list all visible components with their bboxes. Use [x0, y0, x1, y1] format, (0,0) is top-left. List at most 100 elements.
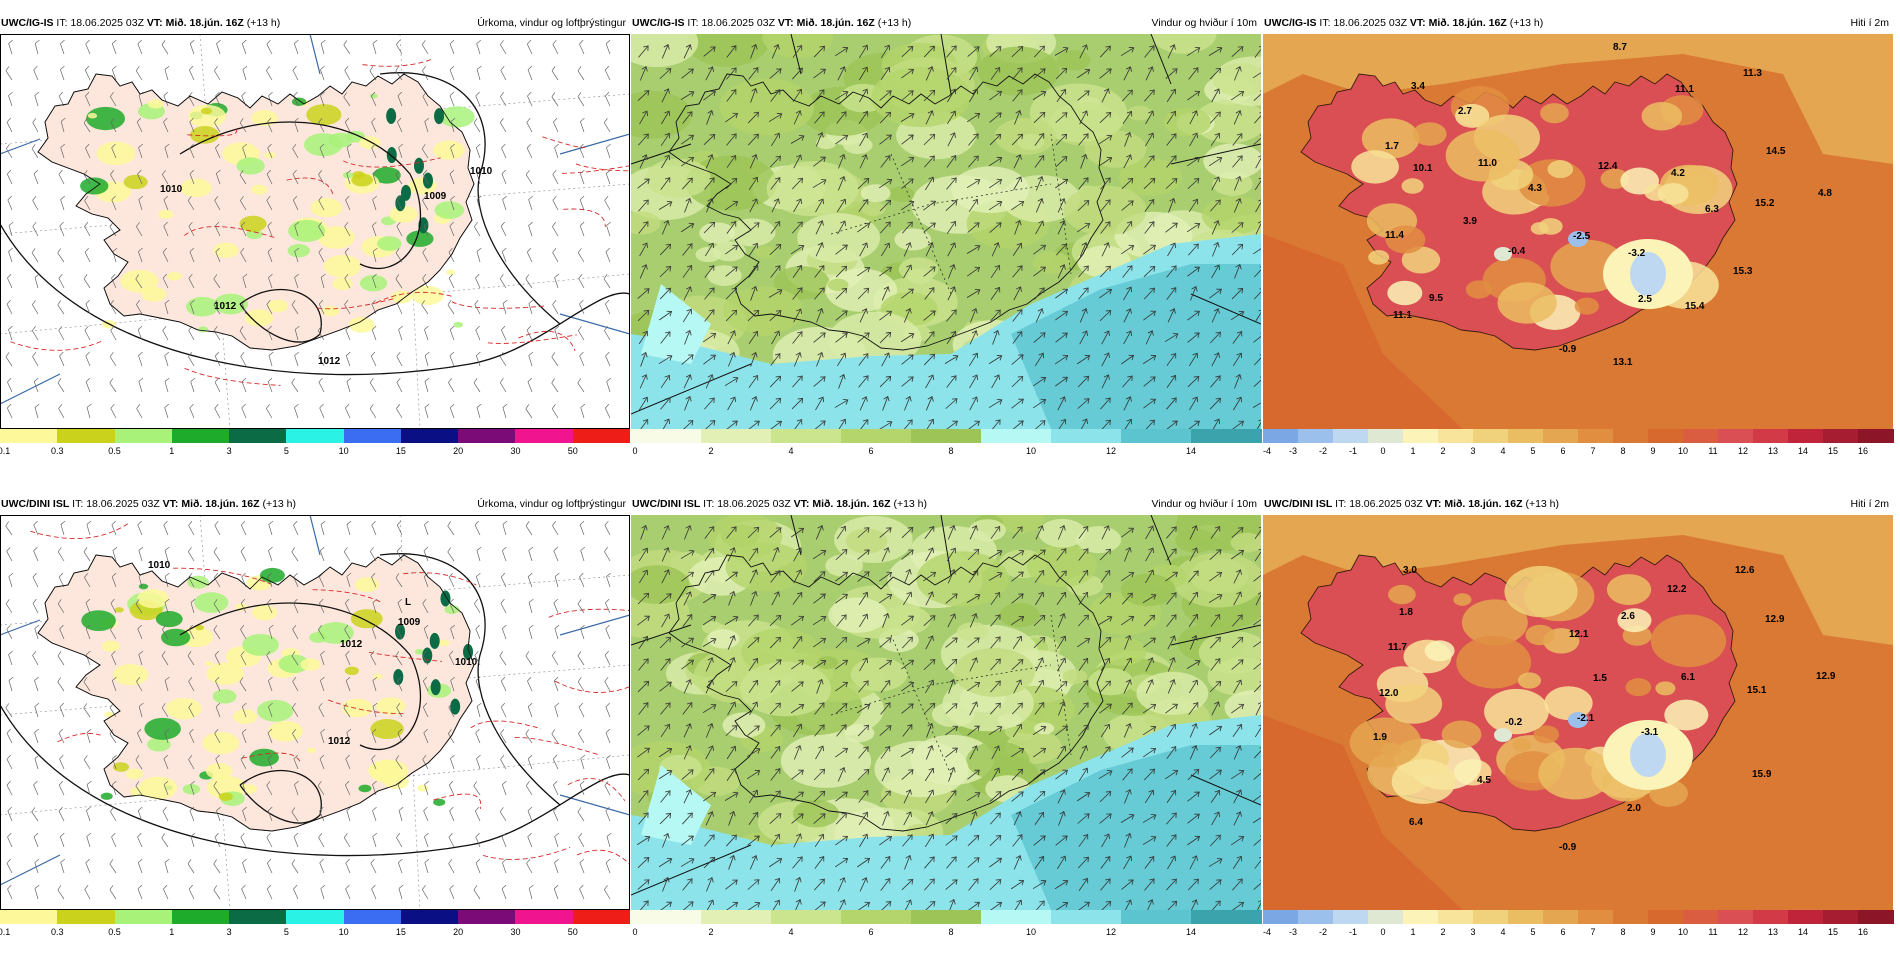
wind-arrow: [1034, 702, 1045, 715]
wind-arrow: [660, 177, 671, 190]
wind-barb: [605, 39, 611, 55]
wind-barb: [85, 39, 91, 55]
wind-arrow: [1079, 44, 1088, 59]
precip-area: [291, 97, 307, 107]
wind-arrow: [881, 547, 890, 562]
wind-arrow: [1099, 68, 1112, 79]
colorbar-swatch: [1788, 910, 1824, 924]
wind-arrow: [705, 66, 714, 81]
wind-arrow: [901, 68, 915, 79]
wind-arrow: [1055, 681, 1068, 693]
wind-barb: [371, 884, 377, 900]
wind-arrow: [1211, 264, 1220, 279]
wind-barb: [450, 624, 455, 640]
wind-arrow: [1012, 331, 1023, 344]
wind-arrow: [968, 155, 979, 168]
wind-map[interactable]: [631, 515, 1261, 910]
pressure-label: 1012: [214, 301, 237, 312]
wind-arrow: [659, 901, 672, 910]
wind-arrow: [704, 526, 715, 539]
wind-arrow: [1142, 354, 1157, 365]
temperature-area: [1664, 699, 1709, 731]
wind-arrow: [681, 637, 694, 648]
precip-map[interactable]: 1009 1010 1012 1012 1010: [0, 34, 630, 429]
wind-barb: [164, 598, 170, 614]
wind-barb: [7, 806, 13, 822]
wind-arrow: [705, 722, 714, 738]
wind-arrow: [1233, 591, 1242, 606]
precip-area: [376, 697, 406, 715]
temperature-contour: [561, 165, 630, 174]
wind-arrow: [747, 879, 760, 890]
wind-arrow: [1167, 656, 1176, 672]
wind-arrow: [1252, 398, 1261, 408]
wind-arrow: [681, 571, 694, 582]
temperature-value-label: 14.5: [1766, 146, 1786, 157]
colorbar-tick-label: 5: [283, 927, 289, 937]
temperature-contour: [312, 589, 384, 604]
wind-arrow: [1122, 110, 1133, 124]
temperature-value-label: 2.5: [1638, 294, 1652, 305]
precip-area: [257, 699, 294, 722]
wind-arrow: [750, 285, 758, 301]
wind-arrow: [638, 569, 649, 584]
wind-arrow: [947, 263, 956, 279]
colorbar-swatch: [1718, 910, 1754, 924]
colorbar-tick-label: 6: [868, 446, 874, 456]
wind-arrow: [772, 546, 780, 562]
wind-arrow: [815, 396, 825, 411]
colorbar-tick-label: 1: [169, 927, 175, 937]
wind-barb: [526, 117, 533, 133]
wind-arrow: [724, 200, 739, 211]
wind-barb: [188, 221, 195, 237]
wind-arrow: [969, 88, 979, 103]
wind-barb: [241, 728, 247, 744]
wind-arrow: [880, 856, 891, 869]
wind-barb: [7, 273, 13, 289]
wind-arrow: [837, 877, 846, 892]
wind-arrow: [901, 90, 914, 101]
wind-arrow: [1124, 788, 1132, 804]
panel-title: Úrkoma, vindur og loftþrýstingur: [477, 17, 626, 29]
wind-arrow: [727, 656, 736, 672]
wind-arrow: [816, 307, 824, 323]
precip-area: [241, 784, 258, 794]
wind-barb: [162, 170, 169, 185]
wind-barb: [346, 572, 352, 588]
temperature-area: [1391, 759, 1456, 804]
wind-arrow: [990, 66, 1001, 80]
wind-arrow: [1255, 701, 1261, 716]
wind-arrow: [1101, 330, 1110, 345]
wind-barb: [213, 599, 221, 614]
wind-arrow: [769, 155, 781, 168]
wind-arrow: [1035, 308, 1044, 323]
wind-map[interactable]: [631, 34, 1261, 429]
wind-barb: [188, 884, 195, 900]
wind-arrow: [1255, 418, 1261, 429]
colorbar-tick-label: 12: [1737, 446, 1749, 456]
glacier-cold-area: [1568, 712, 1588, 728]
wind-arrow: [1254, 111, 1261, 124]
wind-arrow: [813, 45, 826, 58]
wind-arrow: [966, 791, 981, 802]
colorbar-tick-label: 14: [1797, 446, 1809, 456]
wind-arrow: [1166, 614, 1177, 627]
wind-arrow: [1011, 354, 1024, 365]
wind-barb: [267, 325, 273, 341]
wind-arrow: [705, 811, 714, 826]
wind-arrow: [902, 724, 913, 737]
temp-map[interactable]: 3.4 8.7 1.7 2.7 11.1 11.3 10.1 11.0 12.4 14.5 4.2 4…: [1263, 34, 1893, 429]
wind-arrow: [1077, 200, 1090, 212]
colorbar-tick-label: 14: [1185, 446, 1197, 456]
wind-arrow: [859, 396, 868, 411]
precip-map[interactable]: 1009 1010 1012 1012 1010 L: [0, 515, 630, 910]
wind-speed-area: [828, 597, 888, 633]
precip-area: [137, 589, 170, 609]
wind-arrow: [858, 811, 869, 826]
wind-barb: [137, 39, 143, 55]
wind-barb: [85, 858, 91, 874]
precip-area: [204, 661, 214, 667]
wind-arrow: [924, 878, 935, 891]
temp-map[interactable]: 3.0 12.6 1.8 12.2 11.7 2.6 12.9 12.1 1.5 6.1 12.9 1…: [1263, 515, 1893, 910]
wind-arrow: [706, 109, 714, 125]
